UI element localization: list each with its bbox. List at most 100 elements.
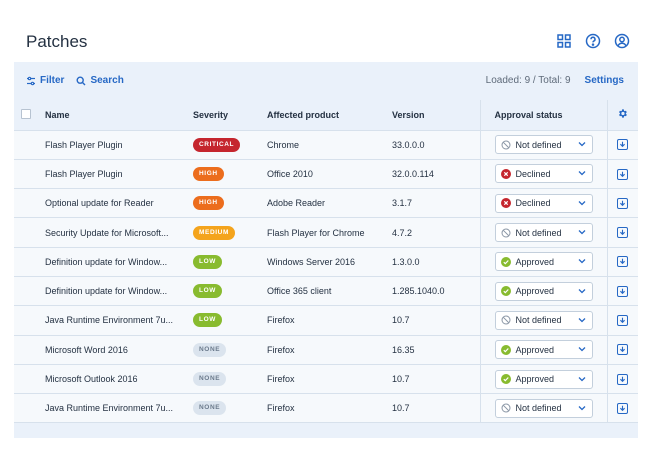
grid-icon[interactable] bbox=[556, 33, 572, 49]
approval-status-select[interactable]: Not defined bbox=[494, 223, 593, 243]
page-title: Patches bbox=[26, 32, 88, 51]
approved-icon bbox=[500, 344, 511, 355]
row-details-icon[interactable] bbox=[617, 139, 629, 151]
chevron-down-icon bbox=[578, 317, 585, 323]
approval-status-select[interactable]: Not defined bbox=[494, 398, 593, 418]
row-details-icon[interactable] bbox=[617, 256, 629, 268]
table-row[interactable]: Definition update for Window... LOW Window… bbox=[14, 247, 638, 277]
table-row[interactable]: Microsoft Outlook 2016 NONE Firefox 10.7 App… bbox=[14, 364, 638, 395]
column-header-approval-status[interactable]: Approval status bbox=[479, 100, 607, 131]
table-row[interactable]: Java Runtime Environment 7u... NONE Firefo… bbox=[14, 393, 638, 424]
help-icon[interactable] bbox=[585, 33, 601, 49]
search-label: Search bbox=[90, 75, 124, 86]
row-details-icon[interactable] bbox=[617, 402, 629, 414]
approval-status-select[interactable]: Not defined bbox=[494, 310, 593, 330]
patch-name: Microsoft Word 2016 bbox=[40, 335, 193, 365]
row-details-icon[interactable] bbox=[617, 227, 629, 239]
chevron-down-icon bbox=[578, 171, 585, 176]
affected-product: Firefox bbox=[267, 305, 392, 336]
approval-status-value: Approved bbox=[515, 344, 555, 355]
column-header-version[interactable]: Version bbox=[392, 100, 480, 131]
table-header-row: Name Severity Affected product Version A… bbox=[14, 100, 638, 131]
affected-product: Firefox bbox=[267, 364, 392, 395]
filter-button[interactable]: Filter bbox=[26, 75, 64, 86]
gear-icon[interactable] bbox=[617, 108, 628, 119]
version: 1.3.0.0 bbox=[392, 247, 480, 277]
approval-status-select[interactable]: Declined bbox=[494, 193, 593, 213]
chevron-down-icon bbox=[578, 230, 585, 235]
row-details-icon[interactable] bbox=[617, 285, 629, 297]
chevron-down-icon bbox=[578, 200, 585, 206]
approval-status-value: Not defined bbox=[515, 139, 562, 150]
search-button[interactable]: Search bbox=[76, 75, 124, 86]
approved-icon bbox=[500, 256, 511, 267]
row-details-icon[interactable] bbox=[617, 168, 629, 180]
approval-status-select[interactable]: Not defined bbox=[494, 135, 593, 155]
row-details-icon[interactable] bbox=[617, 314, 629, 326]
severity-badge: MEDIUM bbox=[193, 225, 235, 240]
user-account-icon[interactable] bbox=[614, 33, 630, 49]
not-defined-icon bbox=[501, 315, 511, 325]
affected-product: Office 2010 bbox=[267, 159, 392, 190]
version: 10.7 bbox=[392, 393, 480, 424]
severity-badge: HIGH bbox=[193, 196, 224, 211]
approval-status-value: Not defined bbox=[515, 403, 562, 414]
severity-badge: LOW bbox=[193, 313, 222, 328]
page-header: Patches bbox=[14, 22, 638, 62]
column-header-severity[interactable]: Severity bbox=[193, 100, 267, 131]
approval-status-select[interactable]: Approved bbox=[494, 369, 593, 389]
approval-status-value: Declined bbox=[515, 168, 551, 179]
row-details-icon[interactable] bbox=[617, 373, 629, 385]
table-row[interactable]: Definition update for Window... LOW Office… bbox=[14, 276, 638, 307]
patch-name: Definition update for Window... bbox=[40, 247, 193, 277]
chevron-down-icon bbox=[578, 142, 585, 147]
severity-badge: NONE bbox=[193, 372, 227, 387]
approval-status-value: Not defined bbox=[515, 227, 562, 238]
approval-status-select[interactable]: Approved bbox=[494, 281, 593, 301]
severity-badge: LOW bbox=[193, 254, 222, 269]
version: 32.0.0.114 bbox=[392, 159, 480, 190]
patch-name: Flash Player Plugin bbox=[40, 130, 193, 160]
approval-status-select[interactable]: Approved bbox=[494, 340, 593, 360]
row-details-icon[interactable] bbox=[617, 197, 629, 209]
table-row[interactable]: Flash Player Plugin CRITICAL Chrome 33.0.0.… bbox=[14, 130, 638, 160]
version: 1.285.1040.0 bbox=[392, 276, 480, 307]
approval-status-value: Approved bbox=[515, 374, 555, 385]
patches-panel: Filter Search Loaded: 9 / Total: 9 Setti… bbox=[14, 62, 638, 438]
table-row[interactable]: Flash Player Plugin HIGH Office 2010 32.0.0… bbox=[14, 159, 638, 190]
affected-product: Chrome bbox=[267, 130, 392, 160]
select-all-checkbox[interactable] bbox=[21, 108, 31, 119]
patch-name: Flash Player Plugin bbox=[40, 159, 193, 190]
row-details-icon[interactable] bbox=[617, 344, 629, 356]
patch-name: Java Runtime Environment 7u... bbox=[40, 305, 193, 336]
table-row[interactable]: Optional update for Reader HIGH Adobe Read… bbox=[14, 188, 638, 219]
table-row[interactable]: Security Update for Microsoft... MEDIUM Fl… bbox=[14, 217, 638, 248]
column-header-name[interactable]: Name bbox=[40, 100, 193, 131]
severity-badge: NONE bbox=[193, 401, 227, 416]
affected-product: Office 365 client bbox=[267, 276, 392, 307]
settings-link[interactable]: Settings bbox=[584, 75, 624, 86]
version: 16.35 bbox=[392, 335, 480, 365]
table-row[interactable]: Microsoft Word 2016 NONE Firefox 16.35 Appro… bbox=[14, 335, 638, 365]
filter-icon bbox=[27, 76, 35, 85]
approval-status-select[interactable]: Approved bbox=[494, 252, 593, 272]
toolbar: Filter Search Loaded: 9 / Total: 9 Setti… bbox=[14, 62, 638, 100]
chevron-down-icon bbox=[578, 405, 585, 411]
chevron-down-icon bbox=[578, 288, 585, 294]
affected-product: Firefox bbox=[267, 335, 392, 365]
approval-status-select[interactable]: Declined bbox=[494, 164, 593, 184]
approval-status-value: Declined bbox=[515, 198, 551, 209]
affected-product: Adobe Reader bbox=[267, 188, 392, 219]
table-row[interactable]: Java Runtime Environment 7u... LOW Firefox… bbox=[14, 305, 638, 336]
column-header-affected-product[interactable]: Affected product bbox=[267, 100, 392, 131]
version: 33.0.0.0 bbox=[392, 130, 480, 160]
affected-product: Flash Player for Chrome bbox=[267, 217, 392, 248]
filter-label: Filter bbox=[40, 75, 65, 86]
patch-name: Definition update for Window... bbox=[40, 276, 193, 307]
patch-name: Java Runtime Environment 7u... bbox=[40, 393, 193, 424]
affected-product: Windows Server 2016 bbox=[267, 247, 392, 277]
not-defined-icon bbox=[501, 403, 511, 413]
severity-badge: HIGH bbox=[193, 166, 224, 181]
chevron-down-icon bbox=[578, 347, 585, 352]
approval-status-value: Approved bbox=[515, 286, 555, 297]
